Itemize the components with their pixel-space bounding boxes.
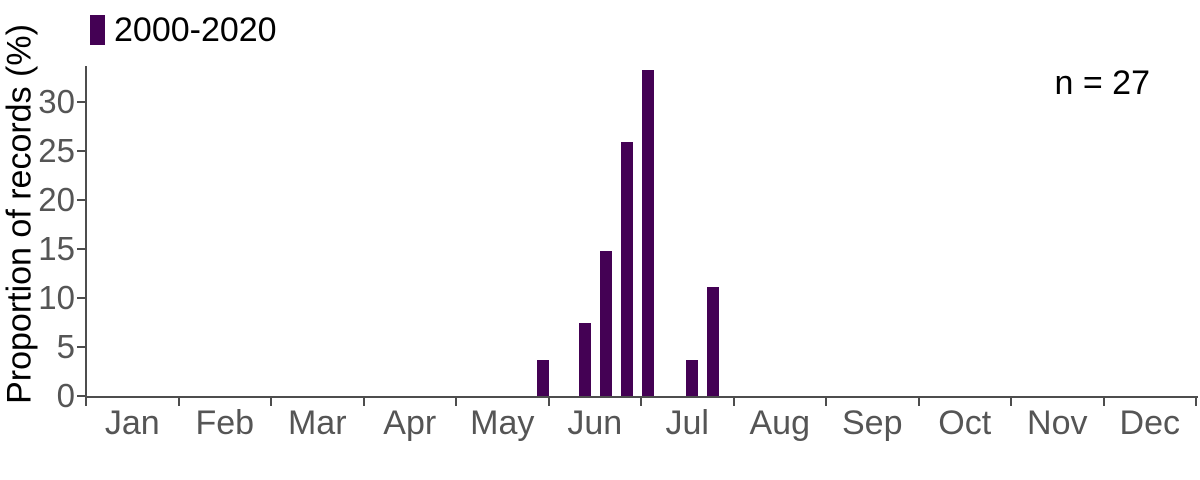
y-axis-tick — [77, 248, 85, 250]
x-axis-month-label: Feb — [195, 404, 255, 442]
y-axis-tick — [77, 199, 85, 201]
y-axis-tick-label: 5 — [56, 328, 75, 365]
x-axis-tick — [732, 398, 735, 406]
legend-swatch — [90, 15, 105, 45]
y-axis-line — [85, 66, 87, 398]
x-axis-tick — [1102, 398, 1105, 406]
x-axis-tick — [1195, 398, 1197, 406]
y-axis-tick-label: 0 — [56, 377, 75, 414]
legend-label: 2000-2020 — [114, 11, 277, 49]
y-axis-tick — [77, 395, 85, 397]
y-axis-tick-label: 30 — [38, 83, 75, 120]
x-axis-month-label: Mar — [287, 404, 347, 442]
x-axis-month-label: Apr — [383, 404, 437, 442]
x-axis-month-label: Sep — [842, 404, 903, 442]
x-axis-tick — [270, 398, 272, 406]
x-axis-month-label: Jan — [104, 404, 160, 442]
x-axis-month-label: Jun — [567, 404, 623, 442]
y-axis-tick-label: 15 — [38, 230, 75, 267]
bar — [621, 142, 634, 396]
x-axis-line — [85, 396, 1198, 398]
y-axis-tick — [77, 101, 85, 103]
bar — [578, 323, 591, 396]
x-axis-tick — [917, 398, 920, 406]
bar — [642, 69, 655, 396]
x-axis-month-label: Oct — [938, 404, 992, 442]
bar — [685, 359, 698, 396]
y-axis-tick — [77, 346, 85, 348]
legend: 2000-2020 — [90, 12, 277, 48]
x-axis-month-label: May — [470, 404, 535, 442]
x-axis-tick — [547, 398, 550, 406]
x-axis-tick — [177, 398, 180, 406]
y-axis-tick-label: 10 — [38, 279, 75, 316]
x-axis-tick — [362, 398, 365, 406]
sample-size-annotation: n = 27 — [1054, 64, 1150, 102]
y-axis-tick — [77, 297, 85, 299]
x-axis-month-label: Nov — [1027, 404, 1088, 442]
x-axis-tick — [825, 398, 827, 406]
bar — [599, 250, 612, 396]
x-axis-tick — [1010, 398, 1012, 406]
y-axis-tick — [77, 150, 85, 152]
bar — [536, 359, 549, 396]
x-axis-month-label: Jul — [665, 404, 709, 442]
bar — [707, 287, 720, 396]
x-axis-tick — [455, 398, 457, 406]
y-axis-tick-label: 25 — [38, 132, 75, 169]
x-axis-month-label: Aug — [749, 404, 811, 442]
y-axis-tick-label: 20 — [38, 181, 75, 218]
x-axis-tick — [85, 398, 87, 406]
x-axis-tick — [640, 398, 642, 406]
x-axis-month-label: Dec — [1119, 404, 1180, 442]
